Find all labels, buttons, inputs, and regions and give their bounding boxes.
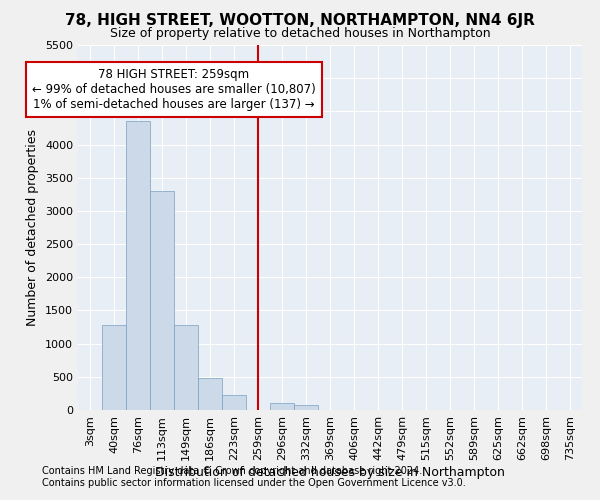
Bar [198,378,222,410]
Y-axis label: Number of detached properties: Number of detached properties [26,129,40,326]
Text: Size of property relative to detached houses in Northampton: Size of property relative to detached ho… [110,28,490,40]
Text: 78 HIGH STREET: 259sqm
← 99% of detached houses are smaller (10,807)
1% of semi-: 78 HIGH STREET: 259sqm ← 99% of detached… [32,68,316,111]
X-axis label: Distribution of detached houses by size in Northampton: Distribution of detached houses by size … [155,466,505,478]
Bar [150,191,174,410]
Bar [294,406,318,410]
Text: 78, HIGH STREET, WOOTTON, NORTHAMPTON, NN4 6JR: 78, HIGH STREET, WOOTTON, NORTHAMPTON, N… [65,12,535,28]
Bar [174,325,198,410]
Bar [126,122,150,410]
Text: Contains HM Land Registry data © Crown copyright and database right 2024.
Contai: Contains HM Land Registry data © Crown c… [42,466,466,487]
Bar [270,404,294,410]
Bar [102,325,126,410]
Bar [222,394,246,410]
